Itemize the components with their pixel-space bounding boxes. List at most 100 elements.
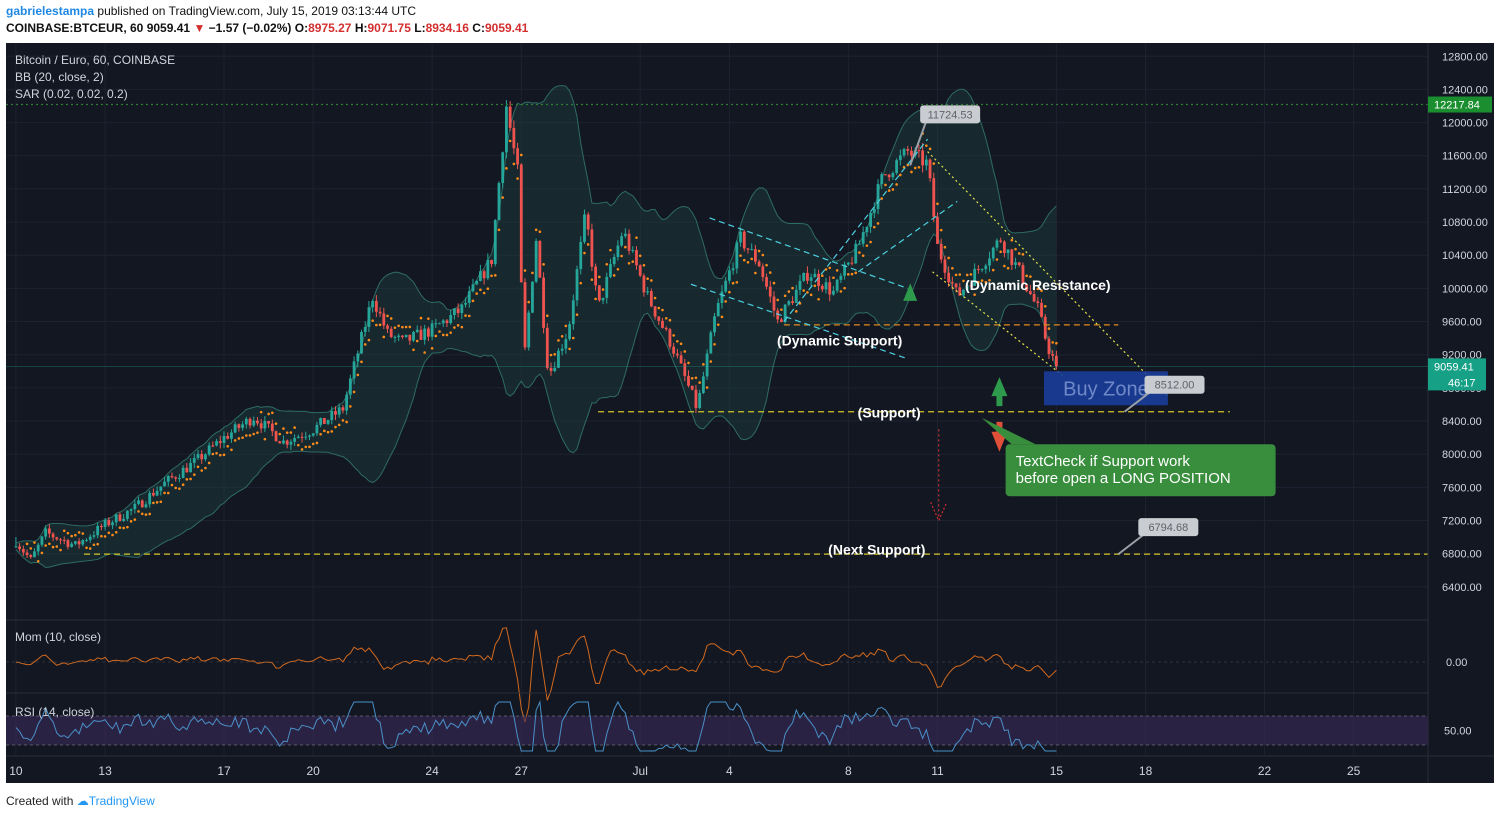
candle-body: [111, 522, 114, 526]
tradingview-logo-icon[interactable]: ☁: [76, 794, 89, 808]
candle-body: [348, 378, 352, 395]
candle-body: [196, 453, 200, 458]
sar-dot: [910, 170, 913, 174]
sar-dot: [635, 236, 638, 239]
candle-body: [519, 164, 523, 283]
candle-body: [694, 389, 698, 408]
sar-dot: [456, 324, 460, 327]
sar-dot: [824, 268, 828, 271]
candle-body: [296, 436, 300, 439]
candle-body: [605, 276, 609, 298]
sar-dot: [646, 277, 649, 280]
price-tick-label: 10800.00: [1442, 217, 1488, 229]
axes: 6400.00 6800.00 7200.00 7600.00 8000.00 8400.…: [6, 43, 1494, 783]
sar-dot: [29, 547, 33, 550]
candle-body: [226, 435, 230, 439]
candle-body: [828, 282, 832, 295]
sar-dot: [166, 491, 170, 495]
publish-header: gabrielestampa published on TradingView.…: [6, 4, 416, 18]
sar-dot: [899, 173, 902, 177]
candle-body: [583, 214, 586, 242]
sar-dot: [96, 542, 99, 546]
time-tick-label: 11: [931, 764, 944, 778]
sar-dot: [1032, 280, 1036, 284]
candle-body: [988, 258, 991, 266]
candle-body: [386, 325, 389, 329]
sar-dot: [271, 411, 274, 415]
candle-body: [1032, 294, 1036, 302]
candle-body: [330, 411, 334, 421]
candle-body: [898, 155, 902, 161]
sar-dot: [820, 274, 824, 278]
candle-body: [311, 433, 315, 436]
candle-body: [965, 285, 969, 290]
candle-body: [750, 249, 754, 251]
sar-dot: [958, 273, 962, 276]
legend-title: Bitcoin / Euro, 60, COINBASE: [15, 53, 175, 67]
sar-dot: [218, 453, 222, 457]
candle-body: [185, 467, 189, 473]
candle-body: [412, 332, 415, 341]
candle-body: [215, 441, 218, 446]
candle-body: [129, 509, 133, 511]
author-link[interactable]: gabrielestampa: [6, 4, 95, 18]
trading-chart[interactable]: Buy Zone (Dynamic Resistance) (Dynamic Sup…: [6, 43, 1494, 783]
sar-dot: [505, 167, 508, 170]
candle-body: [25, 552, 29, 556]
sar-dot: [222, 453, 226, 457]
price-tick-label: 12400.00: [1442, 84, 1488, 96]
candle-body: [924, 159, 928, 166]
trend-line: [690, 283, 908, 360]
legend-sar: SAR (0.02, 0.02, 0.2): [15, 87, 128, 101]
sar-dot: [690, 376, 694, 380]
candle-body: [854, 243, 858, 264]
candle-body: [906, 149, 910, 151]
candle-body: [891, 173, 895, 178]
candle-body: [672, 346, 676, 354]
footer: Created with ☁TradingView: [6, 794, 155, 808]
sar-dot: [601, 288, 605, 291]
footer-brand[interactable]: TradingView: [88, 794, 155, 808]
candle-body: [70, 543, 74, 547]
sar-dot: [806, 291, 809, 294]
sar-dot: [965, 273, 969, 277]
sar-dot: [772, 281, 776, 285]
candle-body: [29, 555, 33, 558]
sar-dot: [586, 243, 590, 246]
sar-dot: [163, 491, 166, 495]
legend-bb: BB (20, close, 2): [15, 70, 104, 84]
candle-body: [241, 424, 244, 428]
sar-dot: [1040, 289, 1043, 292]
sar-dot: [1029, 275, 1032, 278]
candle-body: [464, 302, 467, 305]
sar-dot: [159, 500, 163, 504]
price-axis-bg: [1428, 43, 1494, 783]
candle-body: [490, 259, 493, 265]
candle-body: [1047, 338, 1051, 355]
candle-body: [872, 209, 876, 213]
high-price-tag: [1428, 96, 1492, 113]
sar-dot: [653, 296, 657, 300]
candle-body: [612, 256, 616, 265]
sar-dot: [631, 260, 635, 263]
candle-body: [642, 275, 646, 293]
candle-body: [865, 226, 869, 233]
candle-body: [18, 546, 22, 549]
candle-body: [300, 436, 304, 438]
sar-dot: [66, 531, 70, 535]
sar-dot: [386, 314, 389, 318]
sar-dot: [378, 323, 382, 327]
sar-dot: [245, 434, 248, 437]
candle-body: [73, 541, 77, 544]
high-label: H:: [354, 21, 368, 35]
sar-dot: [713, 342, 716, 346]
candle-body: [976, 268, 980, 270]
sar-dot: [415, 339, 419, 343]
candle-body: [267, 421, 270, 424]
candle-body: [285, 440, 289, 445]
sar-dot: [728, 290, 731, 294]
price-tick-label: 8000.00: [1442, 449, 1482, 461]
candle-body: [887, 174, 891, 178]
sar-dot: [404, 325, 408, 329]
candle-body: [657, 316, 661, 321]
